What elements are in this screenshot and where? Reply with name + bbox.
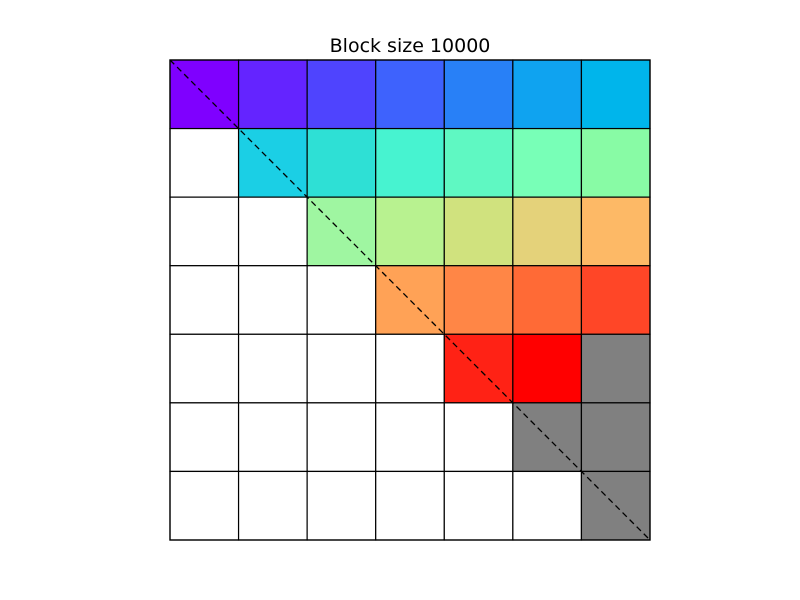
diagonal-dashed-line	[169, 59, 651, 541]
block-cell-r3-c5	[512, 265, 583, 335]
chart-title: Block size 10000	[330, 35, 491, 57]
block-cell-r1-c5	[512, 127, 583, 198]
block-cell-r6-c0	[169, 470, 240, 541]
block-cell-r5-c4	[443, 402, 514, 473]
block-cell-r4-c5	[512, 333, 583, 404]
block-cell-r6-c5	[512, 470, 583, 541]
block-cell-r3-c1	[237, 265, 308, 335]
block-cell-r1-c6	[580, 127, 651, 198]
block-cell-r5-c1	[237, 402, 308, 473]
block-cell-r2-c4	[443, 196, 514, 267]
block-cell-r2-c0	[169, 196, 240, 267]
block-cell-r0-c1	[237, 59, 308, 130]
block-cell-r1-c0	[169, 127, 240, 198]
block-cell-r4-c3	[375, 333, 445, 404]
block-cell-r3-c2	[306, 265, 377, 335]
block-cell-r2-c1	[237, 196, 308, 267]
block-cell-r3-c0	[169, 265, 240, 335]
block-cell-r0-c2	[306, 59, 377, 130]
block-cell-r5-c6	[580, 402, 651, 473]
block-grid	[169, 59, 651, 541]
block-cell-r4-c2	[306, 333, 377, 404]
block-cell-r1-c3	[375, 127, 445, 198]
block-cell-r4-c1	[237, 333, 308, 404]
block-cell-r6-c3	[375, 470, 445, 541]
block-cell-r6-c1	[237, 470, 308, 541]
block-cell-r6-c2	[306, 470, 377, 541]
block-cell-r4-c0	[169, 333, 240, 404]
block-cell-r1-c2	[306, 127, 377, 198]
block-cell-r1-c4	[443, 127, 514, 198]
block-cell-r0-c4	[443, 59, 514, 130]
block-cell-r0-c3	[375, 59, 445, 130]
block-cell-r5-c0	[169, 402, 240, 473]
block-cell-r5-c2	[306, 402, 377, 473]
block-cell-r2-c3	[375, 196, 445, 267]
block-cell-r3-c6	[580, 265, 651, 335]
block-cell-r2-c5	[512, 196, 583, 267]
plot-frame	[169, 59, 651, 541]
block-cell-r0-c6	[580, 59, 651, 130]
block-cell-r3-c4	[443, 265, 514, 335]
block-cell-r6-c4	[443, 470, 514, 541]
block-cell-r4-c6	[580, 333, 651, 404]
block-cell-r2-c6	[580, 196, 651, 267]
block-cell-r5-c3	[375, 402, 445, 473]
block-cell-r0-c5	[512, 59, 583, 130]
